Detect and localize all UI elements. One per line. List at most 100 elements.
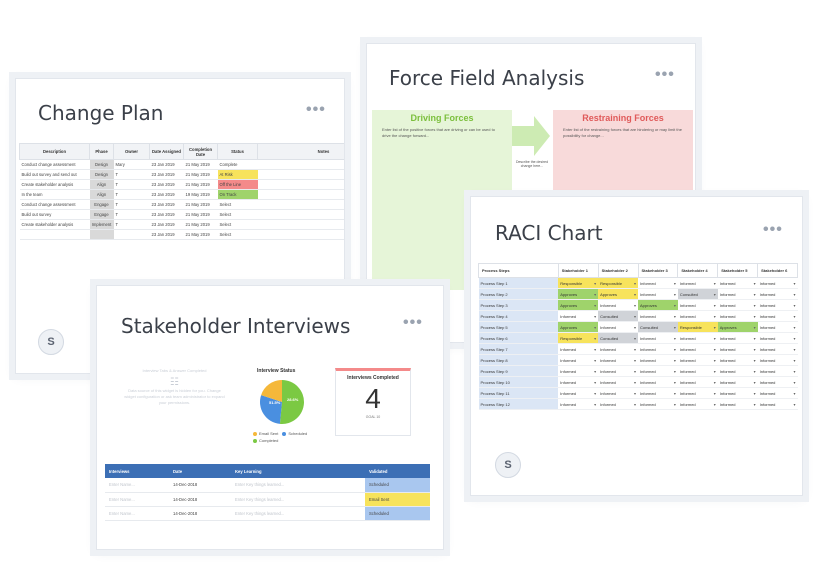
name-input[interactable]: Enter Name... [105, 492, 169, 507]
raci-select[interactable]: Approves ▾ [558, 288, 599, 300]
raci-select[interactable]: Informed ▾ [638, 343, 678, 355]
restraining-forces-text[interactable]: Enter list of the restraining forces tha… [563, 127, 682, 138]
driving-forces-text[interactable]: Enter list of the positive forces that a… [382, 127, 495, 138]
raci-select[interactable]: Consulted ▾ [638, 321, 678, 333]
avatar[interactable]: S [38, 329, 64, 355]
status-cell[interactable]: Select [217, 209, 258, 220]
description-cell[interactable]: In the team [19, 189, 90, 200]
raci-select[interactable]: Informed ▾ [638, 354, 678, 366]
date-cell[interactable]: 14-Dec-2018 [169, 492, 231, 507]
raci-select[interactable]: Informed ▾ [598, 354, 638, 366]
phase-cell[interactable]: Implement [89, 219, 114, 230]
description-cell[interactable]: Build out survey [19, 209, 90, 220]
description-cell[interactable] [19, 229, 90, 240]
phase-cell[interactable]: Design [89, 169, 114, 180]
completion-date-cell[interactable]: 19 May 2019 [183, 189, 218, 200]
owner-cell[interactable]: T [113, 219, 150, 230]
name-input[interactable]: Enter Name... [105, 478, 169, 493]
description-cell[interactable]: Create stakeholder analysis [19, 219, 90, 230]
date-assigned-cell[interactable]: 23 Jan 2019 [149, 189, 184, 200]
raci-select[interactable]: Informed ▾ [558, 387, 599, 399]
key-learning-input[interactable]: Enter Key things learned... [231, 492, 365, 507]
status-cell[interactable]: Select [217, 229, 258, 240]
raci-select[interactable]: Informed ▾ [717, 343, 758, 355]
raci-select[interactable]: Informed ▾ [598, 343, 638, 355]
description-cell[interactable]: Create stakeholder analysis [19, 179, 90, 190]
raci-select[interactable]: Informed ▾ [717, 310, 758, 322]
raci-select[interactable]: Informed ▾ [638, 365, 678, 377]
raci-select[interactable]: Informed ▾ [717, 288, 758, 300]
raci-select[interactable]: Informed ▾ [677, 332, 718, 344]
raci-select[interactable]: Informed ▾ [638, 387, 678, 399]
completion-date-cell[interactable]: 21 May 2019 [183, 179, 218, 190]
raci-select[interactable]: Informed ▾ [757, 332, 798, 344]
raci-select[interactable]: Informed ▾ [717, 299, 758, 311]
raci-select[interactable]: Informed ▾ [558, 310, 599, 322]
raci-select[interactable]: Consulted ▾ [598, 310, 638, 322]
status-cell[interactable]: Select [217, 199, 258, 210]
raci-select[interactable]: Informed ▾ [598, 398, 638, 410]
raci-select[interactable]: Approves ▾ [598, 288, 638, 300]
raci-select[interactable]: Informed ▾ [598, 376, 638, 388]
notes-cell[interactable] [257, 219, 344, 230]
raci-select[interactable]: Informed ▾ [717, 354, 758, 366]
phase-cell[interactable]: Align [89, 179, 114, 190]
raci-select[interactable]: Informed ▾ [677, 299, 718, 311]
notes-cell[interactable] [257, 169, 344, 180]
raci-select[interactable]: Informed ▾ [638, 332, 678, 344]
completion-date-cell[interactable]: 21 May 2019 [183, 199, 218, 210]
notes-cell[interactable] [257, 179, 344, 190]
raci-select[interactable]: Informed ▾ [598, 387, 638, 399]
status-cell[interactable]: On Track [217, 189, 258, 200]
raci-select[interactable]: Informed ▾ [677, 398, 718, 410]
raci-select[interactable]: Informed ▾ [638, 277, 678, 289]
date-assigned-cell[interactable]: 23 Jan 2019 [149, 179, 184, 190]
description-cell[interactable]: Build out survey and send out [19, 169, 90, 180]
raci-select[interactable]: Approves ▾ [638, 299, 678, 311]
raci-select[interactable]: Informed ▾ [757, 365, 798, 377]
raci-select[interactable]: Informed ▾ [757, 343, 798, 355]
raci-select[interactable]: Informed ▾ [558, 398, 599, 410]
more-options-icon[interactable]: ••• [403, 314, 423, 331]
raci-select[interactable]: Responsible ▾ [677, 321, 718, 333]
owner-cell[interactable]: T [113, 199, 150, 210]
date-assigned-cell[interactable]: 23 Jan 2019 [149, 219, 184, 230]
owner-cell[interactable]: Mary [113, 159, 150, 170]
more-options-icon[interactable]: ••• [655, 66, 675, 83]
description-cell[interactable]: Conduct change assessment [19, 159, 90, 170]
date-assigned-cell[interactable]: 23 Jan 2019 [149, 199, 184, 210]
notes-cell[interactable] [257, 159, 344, 170]
notes-cell[interactable] [257, 229, 344, 240]
raci-select[interactable]: Informed ▾ [598, 321, 638, 333]
avatar[interactable]: S [495, 452, 521, 478]
more-options-icon[interactable]: ••• [763, 221, 783, 238]
owner-cell[interactable]: T [113, 189, 150, 200]
raci-select[interactable]: Informed ▾ [638, 310, 678, 322]
raci-select[interactable]: Approves ▾ [717, 321, 758, 333]
raci-select[interactable]: Informed ▾ [598, 299, 638, 311]
raci-select[interactable]: Informed ▾ [757, 299, 798, 311]
desired-change-text[interactable]: Describe the desired change here... [515, 160, 549, 168]
key-learning-input[interactable]: Enter Key things learned... [231, 506, 365, 521]
raci-select[interactable]: Informed ▾ [677, 354, 718, 366]
raci-select[interactable]: Informed ▾ [558, 376, 599, 388]
phase-cell[interactable]: Design [89, 159, 114, 170]
completion-date-cell[interactable]: 21 May 2019 [183, 169, 218, 180]
date-cell[interactable]: 14-Dec-2018 [169, 506, 231, 521]
raci-select[interactable]: Informed ▾ [598, 365, 638, 377]
raci-select[interactable]: Informed ▾ [757, 376, 798, 388]
name-input[interactable]: Enter Name... [105, 506, 169, 521]
phase-cell[interactable]: Engage [89, 209, 114, 220]
key-learning-input[interactable]: Enter Key things learned... [231, 478, 365, 493]
date-assigned-cell[interactable]: 23 Jan 2019 [149, 159, 184, 170]
phase-cell[interactable] [89, 229, 114, 240]
raci-select[interactable]: Informed ▾ [558, 365, 599, 377]
status-cell[interactable]: At Risk [217, 169, 258, 180]
raci-select[interactable]: Informed ▾ [717, 332, 758, 344]
validated-select[interactable]: Email Sent [365, 492, 430, 507]
notes-cell[interactable] [257, 209, 344, 220]
completion-date-cell[interactable]: 21 May 2019 [183, 209, 218, 220]
raci-select[interactable]: Informed ▾ [677, 277, 718, 289]
raci-select[interactable]: Informed ▾ [558, 343, 599, 355]
raci-select[interactable]: Informed ▾ [757, 321, 798, 333]
